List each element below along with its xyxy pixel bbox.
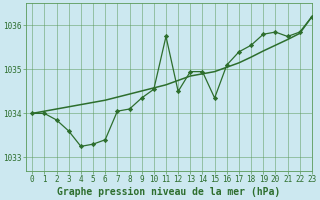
X-axis label: Graphe pression niveau de la mer (hPa): Graphe pression niveau de la mer (hPa) bbox=[57, 186, 281, 197]
